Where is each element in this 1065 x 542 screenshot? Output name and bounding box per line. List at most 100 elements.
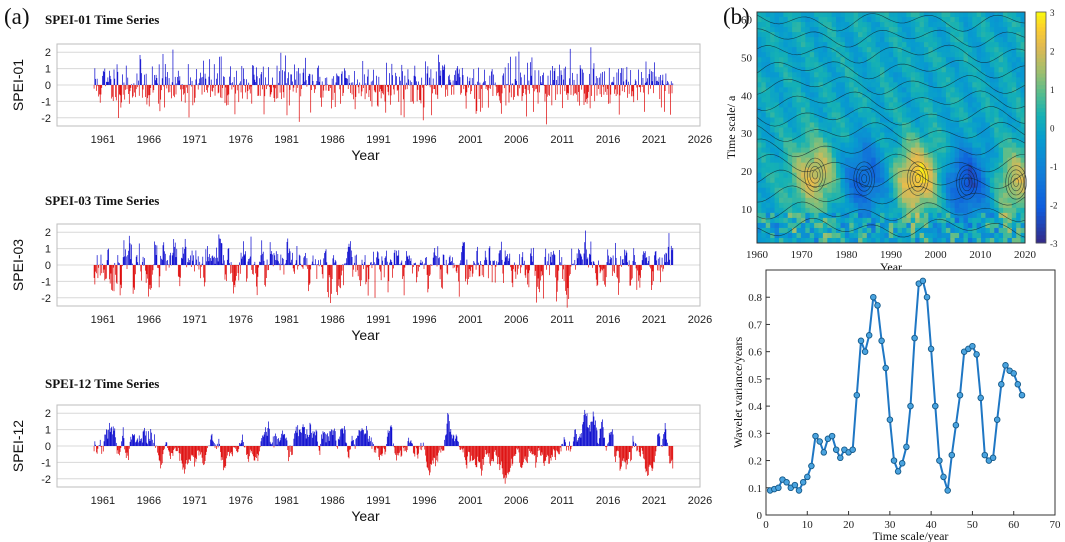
- heatmap-cell: [941, 157, 947, 164]
- heatmap-cell: [901, 232, 907, 239]
- bar-mark: [127, 77, 129, 85]
- heatmap-cell: [901, 72, 907, 78]
- heatmap-cell: [783, 182, 789, 189]
- heatmap-cell: [901, 97, 907, 103]
- bar-mark: [275, 259, 276, 265]
- heatmap-cell: [871, 52, 877, 58]
- heatmap-cell: [994, 72, 1000, 78]
- bar-mark: [354, 255, 356, 265]
- heatmap-cell: [871, 47, 877, 53]
- heatmap-cell: [809, 137, 815, 144]
- bar-mark: [414, 65, 416, 85]
- heatmap-cell: [945, 207, 951, 214]
- x-tick-label: 1976: [228, 134, 252, 146]
- heatmap-cell: [985, 37, 991, 43]
- bar-mark: [416, 446, 418, 455]
- heatmap-cell: [963, 72, 969, 78]
- heatmap-cell: [774, 82, 780, 88]
- bar-mark: [426, 73, 428, 85]
- bar-mark: [340, 265, 342, 276]
- bar-mark: [648, 446, 650, 467]
- bar-mark: [137, 438, 139, 446]
- heatmap-cell: [972, 107, 978, 113]
- heatmap-cell: [989, 172, 995, 179]
- bar-mark: [635, 265, 637, 269]
- bar-mark: [309, 265, 311, 284]
- bar-mark: [122, 265, 123, 267]
- bar-mark: [559, 262, 561, 265]
- heatmap-cell: [805, 232, 811, 239]
- heatmap-cell: [778, 82, 784, 88]
- heatmap-cell: [765, 202, 771, 209]
- heatmap-cell: [778, 72, 784, 78]
- heatmap-cell: [976, 222, 982, 229]
- bar-mark: [209, 254, 211, 265]
- bar-mark: [478, 265, 480, 277]
- bar-mark: [589, 431, 591, 446]
- heatmap-cell: [880, 207, 885, 214]
- heatmap-cell: [800, 67, 806, 73]
- heatmap-cell: [906, 157, 912, 164]
- heatmap-cell: [972, 77, 978, 83]
- bar-mark: [282, 85, 284, 93]
- heatmap-cell: [809, 157, 815, 164]
- bar-mark: [253, 446, 255, 461]
- heatmap-cell: [765, 27, 771, 33]
- heatmap-cell: [928, 57, 934, 63]
- bar-mark: [336, 73, 338, 85]
- bar-mark: [475, 85, 477, 114]
- heatmap-cell: [818, 17, 824, 23]
- heatmap-cell: [919, 202, 925, 209]
- heatmap-cell: [761, 137, 767, 144]
- bar-mark: [622, 259, 624, 265]
- bar-mark: [266, 259, 268, 265]
- bar-mark: [439, 265, 441, 280]
- heatmap-cell: [871, 17, 877, 23]
- bar-mark: [236, 265, 237, 276]
- heatmap-cell: [787, 112, 793, 118]
- bar-mark: [575, 434, 577, 446]
- heatmap-cell: [998, 172, 1004, 179]
- bar-mark: [115, 442, 117, 446]
- heatmap-cell: [880, 137, 885, 144]
- heatmap-cell: [805, 197, 811, 204]
- bar-mark: [187, 446, 189, 464]
- heatmap-cell: [822, 62, 828, 68]
- heatmap-cell: [906, 102, 912, 108]
- heatmap-cell: [910, 227, 916, 234]
- heatmap-cell: [897, 232, 903, 239]
- heatmap-cell: [906, 42, 912, 48]
- bar-mark: [139, 441, 141, 446]
- bar-mark: [128, 446, 130, 449]
- heatmap-cell: [792, 17, 798, 23]
- bar-mark: [640, 85, 641, 93]
- bar-mark: [210, 439, 211, 446]
- bar-mark: [385, 446, 387, 452]
- bar-mark: [372, 263, 374, 265]
- heatmap-cell: [932, 97, 938, 103]
- heatmap-cell: [783, 212, 789, 219]
- heatmap-cell: [937, 42, 943, 48]
- bar-mark: [538, 70, 540, 85]
- heatmap-cell: [928, 112, 934, 118]
- heatmap-cell: [770, 142, 776, 149]
- bar-mark: [117, 71, 119, 85]
- heatmap-cell: [928, 87, 934, 93]
- bar-mark: [425, 61, 426, 85]
- bar-mark: [140, 59, 142, 85]
- heatmap-cell: [787, 22, 793, 28]
- bar-mark: [373, 69, 374, 85]
- heatmap-cell: [893, 232, 899, 239]
- bar-mark: [530, 253, 531, 265]
- heatmap-cell: [787, 177, 793, 184]
- heatmap-cell: [932, 187, 938, 194]
- bar-mark: [199, 446, 201, 452]
- heatmap-cell: [774, 202, 780, 209]
- heatmap-cell: [757, 212, 762, 219]
- heatmap-cell: [814, 127, 819, 134]
- bar-mark: [527, 265, 528, 285]
- bar-mark: [148, 265, 150, 289]
- bar-mark: [584, 85, 586, 94]
- bar-mark: [662, 438, 664, 446]
- bar-mark: [507, 260, 509, 265]
